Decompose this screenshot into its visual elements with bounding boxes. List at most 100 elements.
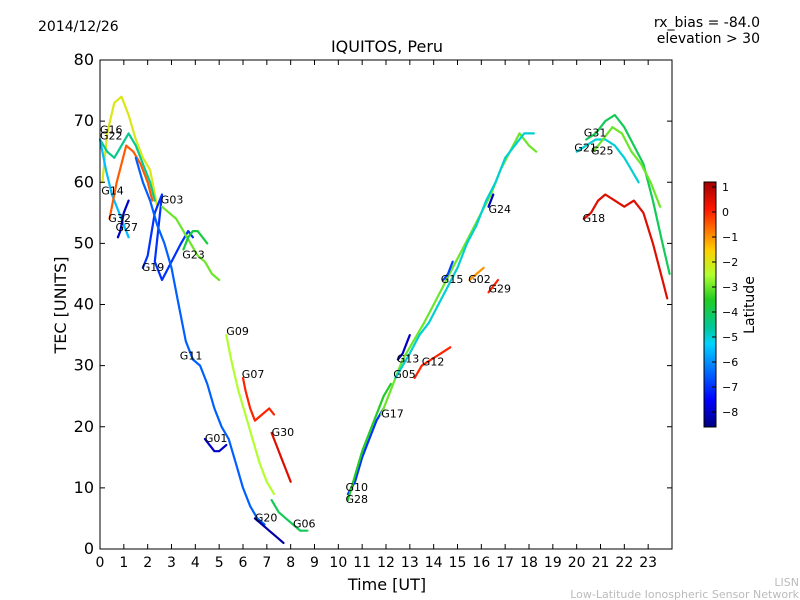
x-tick-label: 9 <box>310 555 319 571</box>
colorbar-tick-label: −2 <box>722 256 738 269</box>
satellite-label-g27: G27 <box>116 221 139 234</box>
series-g02 <box>468 266 485 282</box>
credit-fullname: Low-Latitude Ionospheric Sensor Network <box>570 588 799 600</box>
x-tick-label: 19 <box>544 555 562 571</box>
satellite-label-g24: G24 <box>489 203 512 216</box>
satellite-label-g18: G18 <box>583 212 606 225</box>
y-tick-label: 50 <box>74 233 94 252</box>
x-tick-label: 11 <box>353 555 371 571</box>
satellite-label-g11: G11 <box>180 350 203 363</box>
satellite-label-g06: G06 <box>293 518 316 531</box>
series-g14 <box>98 138 130 239</box>
y-tick-label: 10 <box>74 478 94 497</box>
colorbar-ticks: 1 0 −1 −2 −3 −4 −5 −6 −7 −8 <box>712 181 738 419</box>
satellite-label-g13: G13 <box>397 353 420 366</box>
satellite-label-g17: G17 <box>381 408 404 421</box>
series-g20 <box>253 517 285 545</box>
x-tick-label: 21 <box>592 555 610 571</box>
x-tick-label: 18 <box>520 555 538 571</box>
x-tick-label: 22 <box>615 555 633 571</box>
x-tick-label: 16 <box>472 555 490 571</box>
satellite-label-g23: G23 <box>182 249 205 262</box>
satellite-label-g07: G07 <box>242 368 265 381</box>
satellite-label-g25: G25 <box>591 145 614 158</box>
satellite-label-g29: G29 <box>489 282 512 295</box>
satellite-label-g10: G10 <box>346 481 369 494</box>
x-tick-label: 1 <box>119 555 128 571</box>
colorbar-label: Latitude <box>742 276 758 334</box>
series-g28 <box>346 382 392 502</box>
series-g31 <box>585 113 671 275</box>
x-tick-label: 5 <box>215 555 224 571</box>
colorbar <box>703 181 717 428</box>
series-g01 <box>203 437 228 453</box>
x-tick-label: 10 <box>329 555 347 571</box>
satellite-label-g05: G05 <box>393 368 416 381</box>
colorbar-tick-label: −6 <box>722 356 738 369</box>
y-tick-label: 40 <box>74 295 94 314</box>
x-tick-label: 6 <box>239 555 248 571</box>
satellite-label-g21: G21 <box>574 142 597 155</box>
x-tick-label: 0 <box>96 555 105 571</box>
satellite-label-g02: G02 <box>468 273 491 286</box>
series-g12 <box>413 346 452 379</box>
credit-acronym: LISN <box>774 576 799 589</box>
y-tick-label: 80 <box>74 50 94 69</box>
series-g13 <box>396 334 411 361</box>
series-g18 <box>582 193 669 300</box>
series-g15 <box>442 260 454 282</box>
colorbar-tick-label: 1 <box>722 181 729 194</box>
x-tick-label: 23 <box>639 555 657 571</box>
satellite-label-g32: G32 <box>108 212 131 225</box>
series-g21 <box>575 138 640 184</box>
y-axis-ticks: 0 10 20 30 40 50 60 70 80 <box>74 50 672 558</box>
series-g29 <box>487 278 500 294</box>
x-tick-label: 12 <box>377 555 395 571</box>
x-axis-label: Time [UT] <box>347 575 426 594</box>
series-layer <box>98 95 671 545</box>
colorbar-tick-label: −5 <box>722 331 738 344</box>
satellite-label-g20: G20 <box>255 512 278 525</box>
satellite-label-g30: G30 <box>272 426 295 439</box>
colorbar-tick-label: −3 <box>722 281 738 294</box>
satellite-label-g31: G31 <box>584 126 607 139</box>
series-g03 <box>160 205 221 282</box>
series-g16 <box>101 95 159 208</box>
y-tick-label: 0 <box>84 539 94 558</box>
series-g06 <box>270 499 309 532</box>
y-tick-label: 70 <box>74 111 94 130</box>
series-g11 <box>134 156 266 526</box>
chart-title: IQUITOS, Peru <box>331 37 443 56</box>
x-tick-label: 2 <box>143 555 152 571</box>
series-g09 <box>225 334 276 496</box>
satellite-label-g03: G03 <box>161 194 184 207</box>
elevation-label: elevation > 30 <box>657 31 760 47</box>
x-tick-label: 7 <box>262 555 271 571</box>
colorbar-tick-label: 0 <box>722 206 729 219</box>
y-tick-label: 20 <box>74 417 94 436</box>
series-g19 <box>141 193 194 282</box>
x-axis-ticks: 0 1 2 3 4 5 6 7 8 9 10 11 12 13 14 15 16 17 18 19 20 21 22 23 <box>96 60 657 571</box>
colorbar-tick-label: −1 <box>722 231 738 244</box>
series-g25 <box>592 126 662 208</box>
satellite-label-g28: G28 <box>346 493 369 506</box>
x-tick-label: 15 <box>449 555 467 571</box>
plot-area <box>100 60 672 549</box>
series-g27 <box>116 199 130 239</box>
x-tick-label: 4 <box>191 555 200 571</box>
x-tick-label: 17 <box>496 555 514 571</box>
x-tick-label: 3 <box>167 555 176 571</box>
satellite-label-g22: G22 <box>100 130 123 143</box>
x-tick-label: 8 <box>286 555 295 571</box>
date-label: 2014/12/26 <box>38 19 119 35</box>
satellite-label-g14: G14 <box>101 185 124 198</box>
series-g22 <box>98 132 156 202</box>
series-g23 <box>182 230 209 251</box>
satellite-label-g15: G15 <box>441 273 464 286</box>
satellite-label-g16: G16 <box>100 123 123 136</box>
y-tick-label: 30 <box>74 356 94 375</box>
y-axis-label: TEC [UNITS] <box>51 257 70 355</box>
colorbar-tick-label: −7 <box>722 381 738 394</box>
series-g07 <box>241 376 276 422</box>
